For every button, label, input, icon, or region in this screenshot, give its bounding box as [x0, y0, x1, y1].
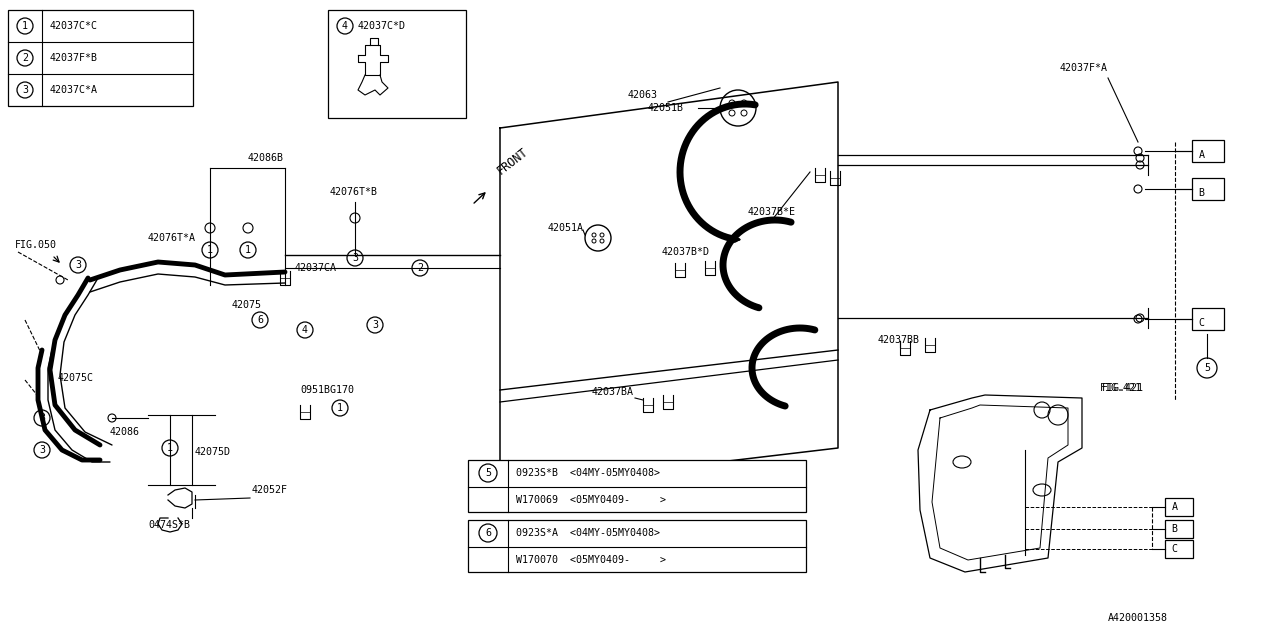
- Text: 1: 1: [207, 245, 212, 255]
- Text: 1: 1: [22, 21, 28, 31]
- Text: B: B: [1166, 524, 1178, 534]
- Bar: [1165, 498, 1193, 516]
- Text: 42086B: 42086B: [248, 153, 284, 163]
- Text: 0923S*A  <04MY-05MY0408>: 0923S*A <04MY-05MY0408>: [516, 528, 660, 538]
- Text: 42037BB: 42037BB: [878, 335, 920, 345]
- Bar: [468, 460, 806, 512]
- Text: 5: 5: [485, 468, 492, 478]
- Text: A420001358: A420001358: [1108, 613, 1169, 623]
- Text: FIG.421: FIG.421: [1100, 383, 1142, 393]
- Text: 3: 3: [352, 253, 358, 263]
- Bar: [1192, 140, 1224, 162]
- Text: 3: 3: [372, 320, 378, 330]
- Text: 0923S*B  <04MY-05MY0408>: 0923S*B <04MY-05MY0408>: [516, 468, 660, 478]
- Text: 2: 2: [22, 53, 28, 63]
- Text: B: B: [1193, 188, 1204, 198]
- Text: W170069  <05MY0409-     >: W170069 <05MY0409- >: [516, 495, 666, 505]
- Text: 3: 3: [76, 260, 81, 270]
- Text: 5: 5: [1204, 363, 1210, 373]
- Text: 42037B*D: 42037B*D: [662, 247, 710, 257]
- Text: 42076T*B: 42076T*B: [330, 187, 378, 197]
- Text: FIG.050: FIG.050: [15, 240, 58, 250]
- Text: 42037F*B: 42037F*B: [50, 53, 99, 63]
- Text: 4: 4: [342, 21, 348, 31]
- Text: 42051A: 42051A: [548, 223, 584, 233]
- Text: 42052F: 42052F: [252, 485, 288, 495]
- Bar: [1192, 178, 1224, 200]
- Text: FIG.421: FIG.421: [1102, 383, 1144, 393]
- Text: 42037C*A: 42037C*A: [50, 85, 99, 95]
- Text: 0951BG170: 0951BG170: [300, 385, 355, 395]
- Polygon shape: [918, 395, 1082, 572]
- Bar: [468, 520, 806, 572]
- Text: 42037B*E: 42037B*E: [748, 207, 796, 217]
- Text: 3: 3: [22, 85, 28, 95]
- Text: 42037CA: 42037CA: [294, 263, 337, 273]
- Text: 3: 3: [38, 445, 45, 455]
- Text: C: C: [1166, 544, 1178, 554]
- Text: C: C: [1193, 318, 1204, 328]
- Text: W170070  <05MY0409-     >: W170070 <05MY0409- >: [516, 555, 666, 565]
- Text: 42051B: 42051B: [648, 103, 684, 113]
- Text: FRONT: FRONT: [494, 145, 530, 177]
- Text: 2: 2: [417, 263, 422, 273]
- Text: 42037C*D: 42037C*D: [358, 21, 406, 31]
- Text: 42037BA: 42037BA: [591, 387, 634, 397]
- Text: 0474S*B: 0474S*B: [148, 520, 189, 530]
- Bar: [1192, 308, 1224, 330]
- Text: 6: 6: [257, 315, 262, 325]
- Bar: [8, 10, 193, 106]
- Text: 4: 4: [302, 325, 308, 335]
- Bar: [1165, 540, 1193, 558]
- Text: 6: 6: [485, 528, 492, 538]
- Text: 1: 1: [244, 245, 251, 255]
- Bar: [328, 10, 466, 118]
- Text: 1: 1: [166, 443, 173, 453]
- Text: A: A: [1166, 502, 1178, 512]
- Text: 42075C: 42075C: [58, 373, 93, 383]
- Text: 42037F*A: 42037F*A: [1060, 63, 1108, 73]
- Text: A: A: [1193, 150, 1204, 160]
- Text: 42063: 42063: [628, 90, 658, 100]
- Text: 42076T*A: 42076T*A: [148, 233, 196, 243]
- Text: 3: 3: [38, 413, 45, 423]
- Text: 42037C*C: 42037C*C: [50, 21, 99, 31]
- Bar: [1165, 520, 1193, 538]
- Text: 42075: 42075: [232, 300, 262, 310]
- Text: 42075D: 42075D: [195, 447, 230, 457]
- Text: 1: 1: [337, 403, 343, 413]
- Text: 42086: 42086: [110, 427, 140, 437]
